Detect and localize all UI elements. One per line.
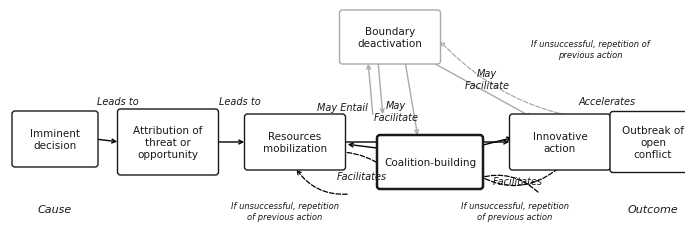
FancyBboxPatch shape [12,112,98,167]
Text: Innovative
action: Innovative action [533,132,587,153]
FancyBboxPatch shape [610,112,685,173]
Text: Outbreak of
open
conflict: Outbreak of open conflict [622,126,684,159]
Text: Facilitates: Facilitates [337,171,387,181]
FancyBboxPatch shape [245,115,345,170]
Text: If unsuccessful, repetition
of previous action: If unsuccessful, repetition of previous … [231,201,339,221]
FancyBboxPatch shape [118,109,219,175]
Text: Leads to: Leads to [97,97,139,106]
Text: Outcome: Outcome [627,204,678,214]
Text: Imminent
decision: Imminent decision [30,129,80,150]
FancyBboxPatch shape [510,115,610,170]
Text: Attribution of
threat or
opportunity: Attribution of threat or opportunity [134,126,203,159]
Text: Accelerates: Accelerates [578,97,636,106]
Text: Cause: Cause [38,204,72,214]
Text: May
Facilitate: May Facilitate [373,101,419,122]
Text: Boundary
deactivation: Boundary deactivation [358,27,423,49]
FancyBboxPatch shape [340,11,440,65]
Text: Facilitates: Facilitates [493,176,543,186]
Text: If unsuccessful, repetition
of previous action: If unsuccessful, repetition of previous … [461,201,569,221]
Text: If unsuccessful, repetition of
previous action: If unsuccessful, repetition of previous … [531,40,649,59]
FancyBboxPatch shape [377,135,483,189]
Text: Resources
mobilization: Resources mobilization [263,132,327,153]
Text: Coalition-building: Coalition-building [384,157,476,167]
Text: Leads to: Leads to [219,97,261,106]
Text: May Entail: May Entail [316,103,367,112]
Text: May
Facilitate: May Facilitate [464,69,510,90]
